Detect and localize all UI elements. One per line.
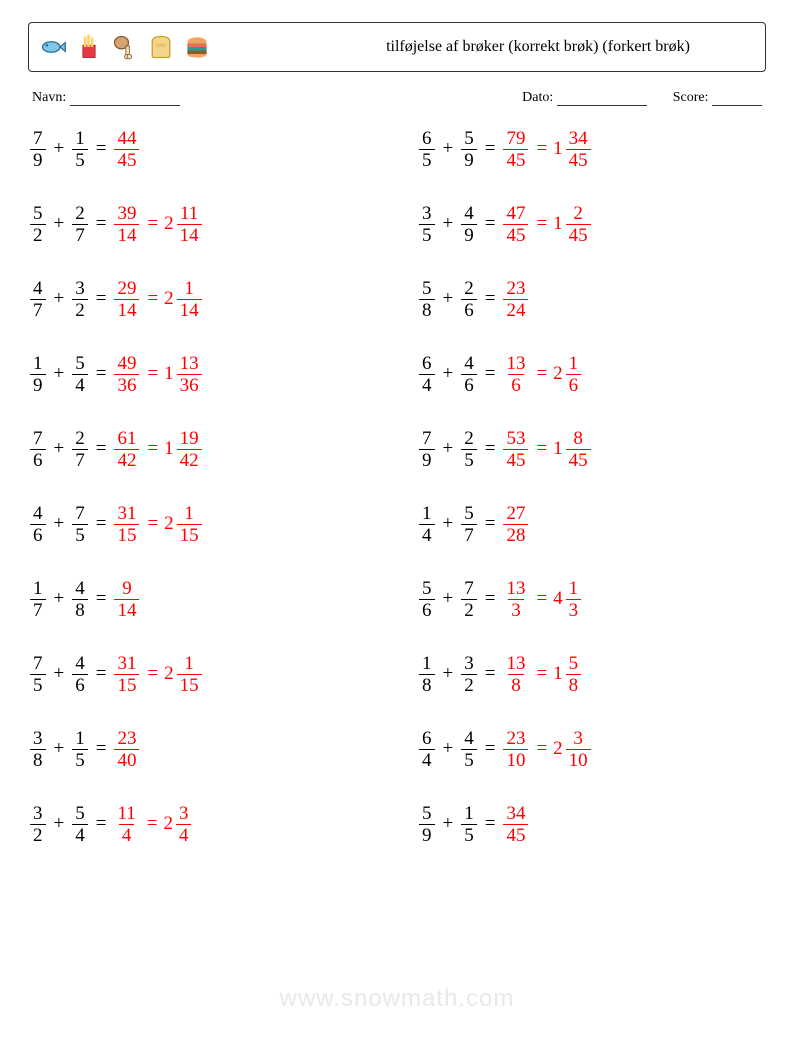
problem-row: 75+46=3115=2115 — [28, 651, 377, 697]
right-column: 65+59=7945=13445 35+49=4745=1245 58+26=232… — [417, 126, 766, 847]
fries-icon — [75, 33, 103, 61]
answer: 2728 — [501, 504, 530, 545]
problem-row: 35+49=4745=1245 — [417, 201, 766, 247]
problem-columns: 79+15=4445 52+27=3914=21114 47+32=2914=211… — [28, 126, 766, 847]
score-blank[interactable] — [712, 91, 762, 106]
header: tilføjelse af brøker (korrekt brøk) (for… — [28, 22, 766, 72]
left-column: 79+15=4445 52+27=3914=21114 47+32=2914=211… — [28, 126, 377, 847]
problem-row: 17+48=914 — [28, 576, 377, 622]
problem-row: 18+32=138=158 — [417, 651, 766, 697]
burger-icon — [183, 33, 211, 61]
answer: 3115=2115 — [112, 654, 203, 695]
name-field: Navn: — [32, 90, 522, 106]
answer: 4745=1245 — [501, 204, 592, 245]
problem-row: 59+15=3445 — [417, 801, 766, 847]
worksheet-page: tilføjelse af brøker (korrekt brøk) (for… — [0, 0, 794, 1053]
answer: 3914=21114 — [112, 204, 203, 245]
answer: 3445 — [501, 804, 530, 845]
problem-row: 14+57=2728 — [417, 501, 766, 547]
problem-row: 79+15=4445 — [28, 126, 377, 172]
date-field: Dato: — [522, 90, 647, 106]
problem-row: 38+15=2340 — [28, 726, 377, 772]
answer: 136=216 — [501, 354, 583, 395]
answer: 4936=11336 — [112, 354, 203, 395]
problem-row: 58+26=2324 — [417, 276, 766, 322]
answer: 114=234 — [112, 804, 193, 845]
worksheet-title: tilføjelse af brøker (korrekt brøk) (for… — [211, 37, 755, 56]
date-label: Dato: — [522, 90, 553, 105]
answer: 4445 — [112, 129, 141, 170]
answer: 138=158 — [501, 654, 583, 695]
answer: 7945=13445 — [501, 129, 592, 170]
fish-icon — [39, 33, 67, 61]
toast-icon — [147, 33, 175, 61]
name-label: Navn: — [32, 90, 66, 105]
header-icons — [39, 33, 211, 61]
answer: 5345=1845 — [501, 429, 592, 470]
problem-row: 65+59=7945=13445 — [417, 126, 766, 172]
answer: 2340 — [112, 729, 141, 770]
problem-row: 79+25=5345=1845 — [417, 426, 766, 472]
answer: 914 — [112, 579, 141, 620]
problem-row: 56+72=133=413 — [417, 576, 766, 622]
info-row: Navn: Dato: Score: — [28, 90, 766, 106]
problem-row: 19+54=4936=11336 — [28, 351, 377, 397]
answer: 2324 — [501, 279, 530, 320]
problem-row: 46+75=3115=2115 — [28, 501, 377, 547]
score-label: Score: — [673, 90, 709, 105]
answer: 2310=2310 — [501, 729, 592, 770]
watermark: www.snowmath.com — [0, 985, 794, 1013]
answer: 6142=11942 — [112, 429, 203, 470]
date-blank[interactable] — [557, 91, 647, 106]
problem-row: 64+46=136=216 — [417, 351, 766, 397]
problem-row: 76+27=6142=11942 — [28, 426, 377, 472]
answer: 3115=2115 — [112, 504, 203, 545]
answer: 2914=2114 — [112, 279, 203, 320]
problem-row: 47+32=2914=2114 — [28, 276, 377, 322]
problem-row: 52+27=3914=21114 — [28, 201, 377, 247]
score-field: Score: — [673, 90, 762, 106]
problem-row: 32+54=114=234 — [28, 801, 377, 847]
drumstick-icon — [111, 33, 139, 61]
name-blank[interactable] — [70, 91, 180, 106]
problem-row: 64+45=2310=2310 — [417, 726, 766, 772]
answer: 133=413 — [501, 579, 583, 620]
